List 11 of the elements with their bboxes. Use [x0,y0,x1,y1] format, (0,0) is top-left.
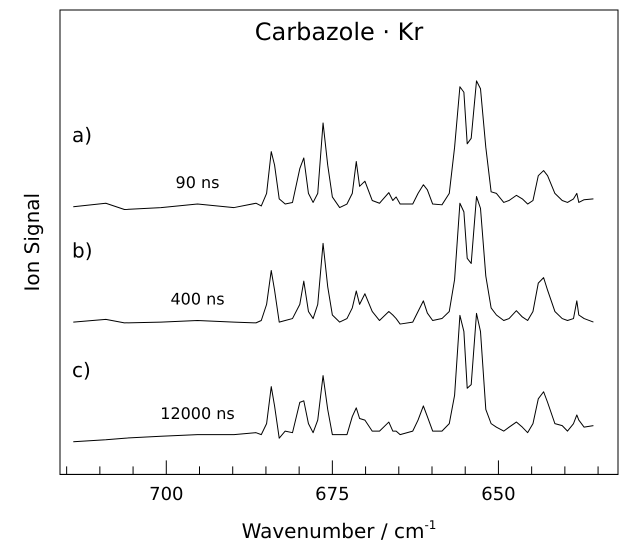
x-tick-label: 675 [315,484,350,505]
series-label: 400 ns [170,290,225,309]
x-tick-label: 650 [481,484,516,505]
y-axis-title: Ion Signal [20,192,44,292]
annotation: c) [72,358,91,382]
annotation: a) [72,122,92,147]
chart-title: Carbazole · Kr [254,18,424,46]
annotation: b) [72,238,92,262]
series-label: 90 ns [176,173,220,192]
x-tick-label: 700 [149,484,184,505]
series-label: 12000 ns [160,404,235,423]
